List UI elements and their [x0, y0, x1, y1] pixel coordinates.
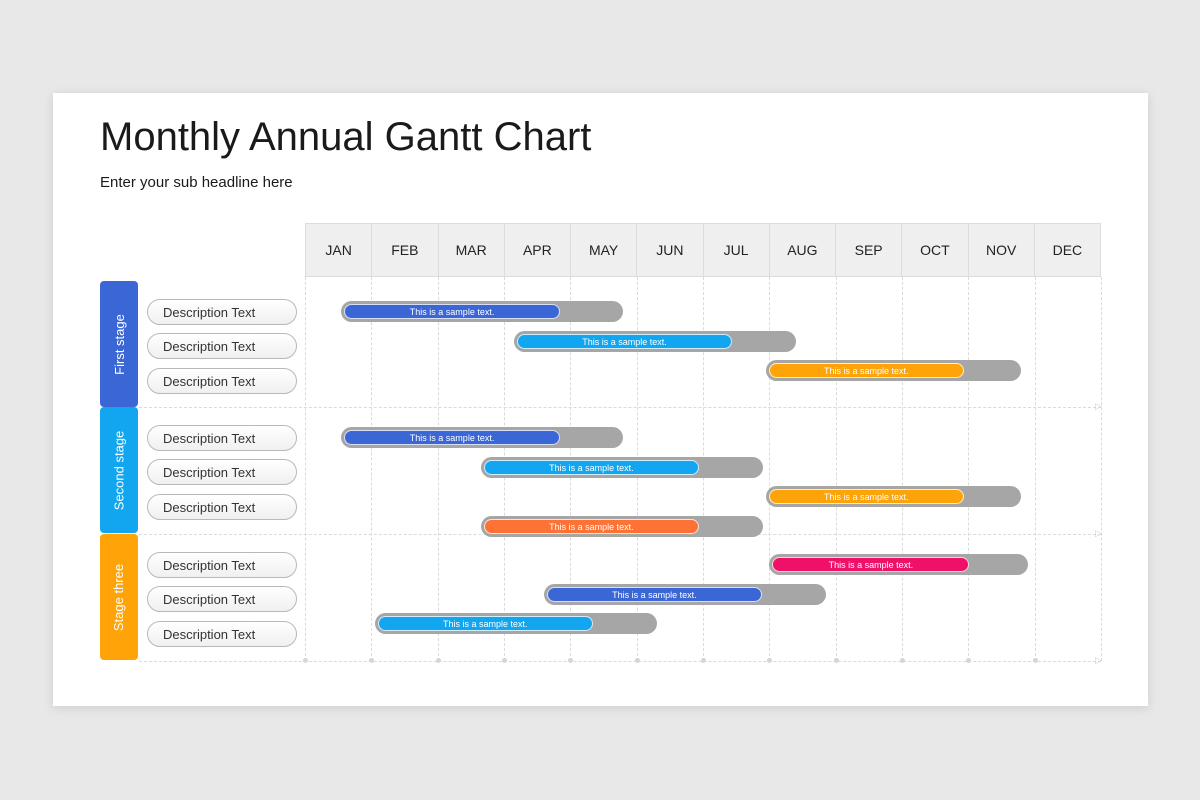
description-pill[interactable]: Description Text	[147, 368, 297, 394]
gantt-bar[interactable]: This is a sample text.	[344, 430, 560, 445]
timeline-dot	[634, 658, 640, 663]
stage-tab: Stage three	[100, 534, 138, 660]
gantt-bar[interactable]: This is a sample text.	[377, 616, 593, 631]
stage-label: Stage three	[111, 563, 127, 631]
grid-line-horizontal	[139, 407, 1101, 408]
month-aug: AUG	[768, 224, 835, 276]
gantt-track: This is a sample text.	[480, 457, 763, 478]
timeline-dot	[966, 658, 972, 663]
description-pill[interactable]: Description Text	[147, 299, 297, 325]
grid-line-vertical	[437, 277, 439, 661]
slide: Monthly Annual Gantt Chart Enter your su…	[53, 93, 1148, 706]
description-pill[interactable]: Description Text	[147, 621, 297, 647]
description-pill[interactable]: Description Text	[147, 552, 297, 578]
stage-label: First stage	[111, 313, 127, 375]
timeline-dot	[900, 658, 905, 663]
grid-line-vertical	[1101, 277, 1102, 661]
timeline-dot	[1032, 658, 1038, 663]
gantt-bar[interactable]: This is a sample text.	[344, 304, 560, 319]
grid-line-vertical	[1034, 277, 1036, 661]
gantt-track: This is a sample text.	[543, 584, 826, 605]
gantt-bar[interactable]: This is a sample text.	[769, 363, 964, 378]
gantt-track: This is a sample text.	[766, 360, 1022, 381]
timeline-dot	[502, 658, 507, 663]
description-pill[interactable]: Description Text	[147, 333, 297, 359]
gantt-bar[interactable]: This is a sample text.	[769, 489, 964, 504]
grid-line-vertical	[835, 277, 837, 661]
month-may: MAY	[570, 224, 636, 276]
gantt-bar[interactable]: This is a sample text.	[483, 519, 699, 534]
description-pill[interactable]: Description Text	[147, 459, 297, 485]
month-sep: SEP	[835, 224, 901, 276]
month-mar: MAR	[437, 224, 504, 276]
gantt-track: This is a sample text.	[341, 301, 624, 322]
description-pill[interactable]: Description Text	[147, 494, 297, 520]
month-feb: FEB	[371, 224, 437, 276]
month-header: JAN FEB MAR APR MAY JUN JUL AUG SEP OCT NOV DEC	[305, 223, 1101, 277]
gantt-bar[interactable]: This is a sample text.	[772, 557, 970, 572]
month-jun: JUN	[636, 224, 702, 276]
timeline-dot	[369, 658, 375, 663]
timeline-dot	[435, 658, 441, 663]
grid-line-vertical	[769, 277, 771, 661]
timeline-dot	[701, 658, 706, 663]
gantt-track: This is a sample text.	[769, 554, 1029, 575]
month-dec: DEC	[1033, 224, 1100, 276]
description-pill[interactable]: Description Text	[147, 586, 297, 612]
arrow-icon: ▷	[1095, 528, 1102, 538]
grid-line-vertical	[968, 277, 970, 661]
gantt-track: This is a sample text.	[480, 516, 763, 537]
stage-tab: Second stage	[100, 407, 138, 533]
grid-line-vertical	[305, 277, 306, 661]
grid-line-horizontal	[139, 661, 1101, 662]
gantt-track: This is a sample text.	[374, 613, 657, 634]
timeline-dot	[303, 658, 308, 663]
gantt-bar[interactable]: This is a sample text.	[516, 334, 733, 349]
gantt-track: This is a sample text.	[513, 331, 796, 352]
timeline-dot	[767, 658, 773, 663]
gantt-bar[interactable]: This is a sample text.	[483, 460, 699, 475]
month-apr: APR	[503, 224, 570, 276]
arrow-icon: ▷	[1095, 401, 1102, 411]
description-pill[interactable]: Description Text	[147, 425, 297, 451]
gantt-bar[interactable]: This is a sample text.	[546, 587, 762, 602]
timeline-dot	[568, 658, 574, 663]
grid-line-vertical	[371, 277, 373, 661]
stage-label: Second stage	[111, 430, 127, 510]
stage-tab: First stage	[100, 281, 138, 407]
gantt-track: This is a sample text.	[341, 427, 624, 448]
month-jul: JUL	[702, 224, 769, 276]
month-jan: JAN	[325, 242, 352, 258]
grid-line-vertical	[902, 277, 903, 661]
gantt-track: This is a sample text.	[766, 486, 1022, 507]
arrow-icon: ▷	[1095, 655, 1102, 665]
page-title: Monthly Annual Gantt Chart	[100, 115, 592, 159]
month-nov: NOV	[967, 224, 1034, 276]
month-oct: OCT	[901, 224, 967, 276]
page-subtitle: Enter your sub headline here	[100, 174, 293, 191]
timeline-dot	[833, 658, 839, 663]
